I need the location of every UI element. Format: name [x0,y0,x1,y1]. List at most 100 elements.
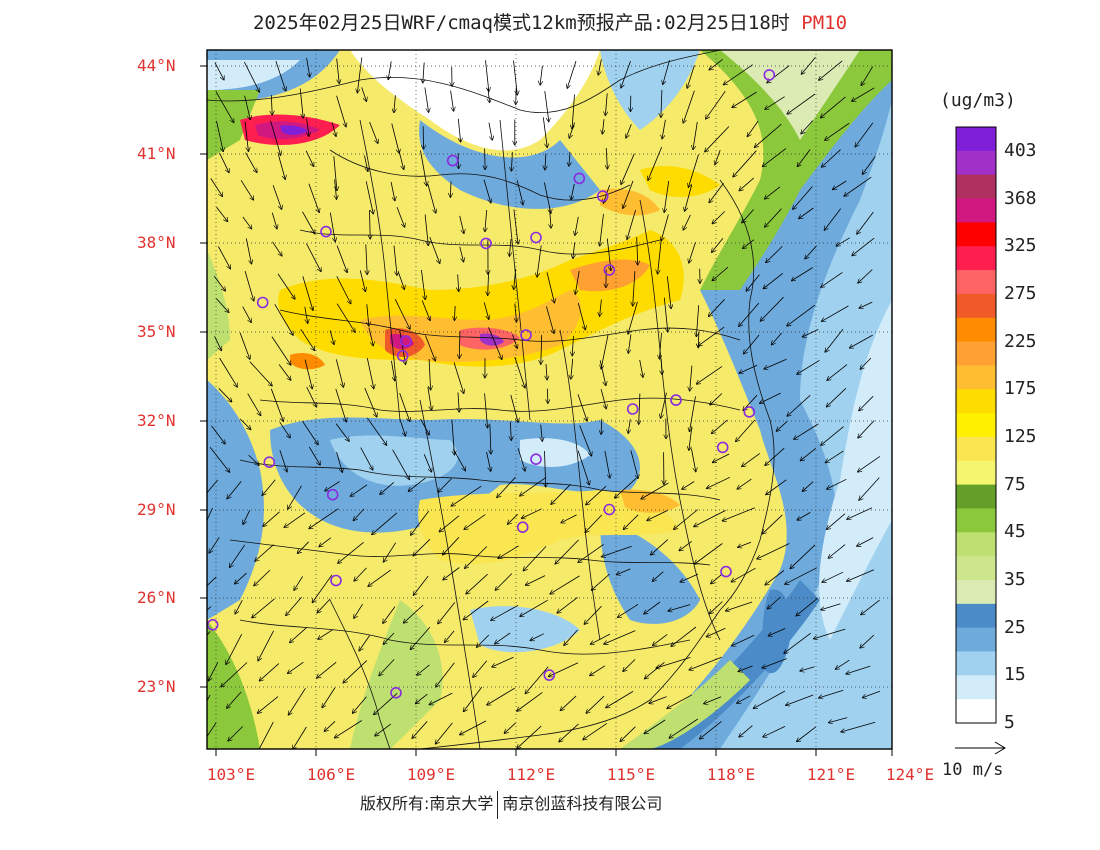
wind-arrow [829,717,848,723]
station-marker [530,231,542,244]
wind-arrow [669,718,699,738]
wind-arrow [286,597,302,615]
wind-arrow [380,481,395,494]
wind-arrow [712,211,725,223]
wind-arrow [354,508,365,521]
wind-arrow [737,478,752,489]
wind-arrow [242,216,252,229]
wind-arrow [656,657,691,668]
wind-arrow [569,151,570,166]
wind-arrow [277,154,285,179]
copyright-right: 南京创蓝科技有限公司 [502,794,663,813]
wind-arrow [359,270,365,291]
wind-arrow [828,544,846,558]
wind-arrow [227,691,242,708]
wind-arrow [309,508,339,529]
wind-arrow [689,426,693,450]
wind-arrow [707,627,726,637]
wind-arrow [247,393,261,416]
colorbar-label: 125 [1004,425,1037,447]
wind-arrow [573,242,575,258]
colorbar-label: 403 [1004,139,1037,161]
colorbar-swatch [956,270,996,295]
wind-arrow [411,510,430,535]
wind-arrow [723,507,755,521]
wind-arrow [235,572,247,584]
wind-arrow [383,606,396,624]
wind-arrow [661,214,669,241]
wind-arrow [322,687,336,708]
wind-arrow [583,723,608,739]
wind-arrow [312,574,333,603]
colorbar-swatch [956,222,996,247]
wind-arrow [271,336,291,365]
wind-arrow [687,65,695,88]
wind-arrow [602,545,632,557]
colorbar-label: 325 [1004,235,1037,257]
wind-arrow [464,686,483,711]
wind-arrow [215,91,234,122]
lon-label-121: 121°E [806,765,856,784]
wind-arrow [857,211,874,234]
wind-arrow [682,481,695,490]
wind-arrow [420,150,427,186]
wind-arrow [559,723,579,742]
wind-arrow [858,456,881,471]
wind-arrow [861,66,874,86]
wind-arrow [491,604,519,620]
wind-arrow [668,604,691,611]
wind-arrow [214,336,222,350]
colorbar-swatch [956,198,996,223]
wind-arrow [698,326,725,346]
wind-legend-label: 10 m/s [942,760,1004,780]
wind-arrow [451,419,455,455]
wind-arrow [308,446,320,465]
wind-arrow [626,124,632,138]
wind-legend-arrow [955,741,1006,755]
wind-arrow [306,386,317,407]
lat-label-44: 44°N [137,56,176,75]
wind-arrow [545,450,546,487]
wind-arrow [351,484,368,496]
wind-arrow [787,93,816,114]
wind-arrow [711,573,723,584]
wind-arrow [567,60,577,88]
wind-arrow [743,239,755,249]
wind-arrow [683,214,691,230]
colorbar-swatch [956,127,996,152]
concentration-field [207,50,892,749]
wind-arrow [366,244,367,275]
wind-arrow [821,603,841,610]
wind-arrow [338,541,364,563]
lat-label-29: 29°N [137,500,176,519]
wind-arrow [787,395,811,416]
wind-arrow [732,91,757,107]
wind-arrow [762,658,787,668]
wind-arrow [404,604,424,623]
wind-arrow [498,545,519,559]
wind-arrow [747,120,759,136]
colorbar-label: 275 [1004,282,1037,304]
wind-arrow [621,153,635,185]
wind-arrow [226,634,243,664]
wind-arrow [710,601,723,614]
wind-arrow [530,633,544,641]
wind-arrow [275,60,286,91]
wind-arrow [508,514,518,524]
wind-arrow [413,538,431,556]
wind-arrow [738,541,752,547]
wind-arrow [244,270,254,301]
wind-arrow [765,570,785,585]
wind-arrow [517,448,525,471]
wind-arrow [215,298,229,312]
wind-arrow [544,91,549,121]
wind-arrow [733,150,757,177]
wind-arrow [424,214,428,246]
wind-arrow [803,481,814,492]
wind-arrow [550,575,580,594]
wind-arrow [586,695,605,713]
wind-arrow [712,237,724,252]
wind-arrow [383,632,395,644]
wind-arrow [384,542,397,562]
wind-arrow [509,239,511,256]
